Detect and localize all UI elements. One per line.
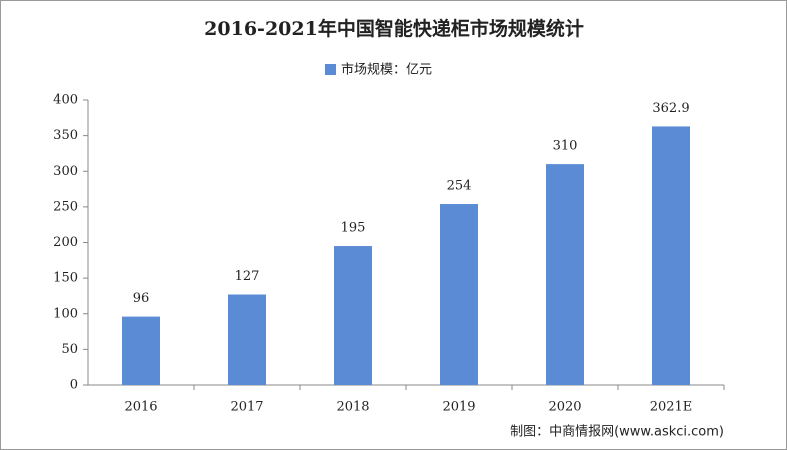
data-label: 96 [133,291,150,306]
source-note: 制图：中商情报网(www.askci.com) [510,425,724,440]
y-tick-label: 250 [53,199,78,214]
y-tick-label: 400 [53,93,78,108]
bar [546,164,584,385]
bar [440,204,478,385]
legend-label: 市场规模：亿元 [341,62,432,78]
data-label: 127 [235,269,260,284]
y-tick-label: 100 [53,306,78,321]
x-tick-label: 2021E [650,400,693,415]
bar [228,294,266,385]
y-tick-label: 350 [53,128,78,143]
x-tick-label: 2019 [442,400,475,415]
x-tick-label: 2017 [230,400,263,415]
data-label: 362.9 [652,101,689,116]
y-tick-label: 0 [70,378,78,393]
y-tick-label: 50 [61,342,78,357]
y-tick-label: 300 [53,164,78,179]
bar [652,126,690,385]
bar [334,246,372,385]
data-label: 195 [341,221,366,236]
data-label: 310 [553,139,578,154]
y-tick-label: 150 [53,271,78,286]
y-tick-label: 200 [53,235,78,250]
chart-title: 2016-2021年中国智能快递柜市场规模统计 [204,17,584,40]
legend-swatch [325,64,336,75]
data-label: 254 [447,179,472,194]
bar [122,316,160,385]
x-tick-label: 2016 [124,400,157,415]
x-tick-label: 2020 [548,400,581,415]
x-tick-label: 2018 [336,400,369,415]
